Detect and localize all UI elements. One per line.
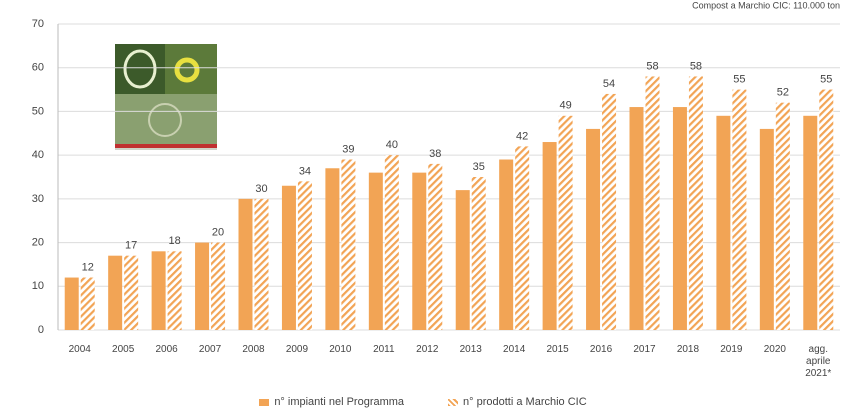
x-tick-label: 2018 (676, 344, 700, 355)
value-label: 20 (212, 226, 224, 238)
bar (759, 128, 774, 330)
bar (629, 107, 644, 330)
value-label: 39 (342, 143, 354, 155)
value-label: 18 (168, 235, 180, 247)
legend-label: n° impianti nel Programma (274, 396, 405, 408)
x-tick-label: 2019 (720, 344, 743, 355)
value-label: 34 (299, 165, 311, 177)
bar (775, 102, 790, 330)
value-label: 58 (646, 60, 658, 72)
bar (167, 251, 182, 330)
bar (672, 107, 687, 330)
x-tick-label: 2013 (459, 344, 482, 355)
bar (819, 89, 834, 330)
x-tick-label: agg. aprile 2021* (805, 344, 832, 379)
value-label: 17 (125, 240, 137, 252)
legend-label: n° prodotti a Marchio CIC (463, 396, 587, 408)
y-tick-label: 0 (38, 324, 44, 336)
bar (64, 277, 79, 330)
x-tick-label: 2016 (589, 344, 613, 355)
value-label: 30 (255, 183, 267, 195)
bar (499, 159, 514, 330)
y-tick-label: 30 (32, 193, 44, 205)
value-label: 38 (429, 148, 441, 160)
bar (558, 115, 573, 330)
bar (384, 155, 399, 330)
bar (803, 115, 818, 330)
y-tick-label: 10 (32, 280, 44, 292)
bar (238, 198, 253, 330)
x-tick-label: 2017 (633, 344, 656, 355)
bar (688, 76, 703, 330)
legend-swatch (448, 398, 459, 406)
bar (325, 168, 340, 330)
subtitle: Compost a Marchio CIC: 110.000 ton (692, 0, 840, 10)
value-label: 55 (820, 73, 832, 85)
value-label: 12 (82, 261, 94, 273)
value-label: 42 (516, 130, 528, 142)
legend-swatch (259, 398, 270, 406)
x-tick-label: 2008 (242, 344, 265, 355)
y-tick-label: 50 (32, 105, 44, 117)
bar (341, 159, 356, 330)
logo (115, 44, 217, 150)
value-label: 49 (559, 100, 571, 112)
legend-item: n° prodotti a Marchio CIC (448, 396, 587, 408)
legend-item: n° impianti nel Programma (259, 396, 404, 408)
value-label: 54 (603, 78, 615, 90)
bar (716, 115, 731, 330)
bar (124, 255, 139, 330)
bar (151, 251, 166, 330)
x-tick-label: 2004 (68, 344, 91, 355)
bar (455, 190, 470, 330)
value-label: 55 (733, 73, 745, 85)
x-tick-label: 2005 (112, 344, 135, 355)
bar (412, 172, 427, 330)
x-tick-label: 2009 (285, 344, 309, 355)
y-tick-label: 20 (32, 236, 44, 248)
bar (586, 128, 601, 330)
bar (368, 172, 383, 330)
x-tick-label: 2007 (198, 344, 222, 355)
x-tick-label: 2011 (373, 344, 395, 355)
bar (732, 89, 747, 330)
bar (297, 181, 312, 330)
bar (428, 163, 443, 330)
bar (515, 146, 530, 330)
x-tick-label: 2020 (763, 344, 786, 355)
value-label: 40 (386, 139, 398, 151)
bar (602, 93, 617, 330)
x-tick-label: 2006 (155, 344, 178, 355)
bar (281, 185, 296, 330)
bar (542, 142, 557, 330)
x-tick-label: 2010 (329, 344, 352, 355)
bar (471, 177, 486, 330)
y-tick-label: 40 (32, 149, 44, 161)
value-label: 52 (777, 87, 789, 99)
bar (108, 255, 123, 330)
bar (645, 76, 660, 330)
bar (211, 242, 226, 330)
value-label: 58 (690, 60, 702, 72)
y-tick-label: 70 (32, 18, 44, 30)
bar (80, 277, 95, 330)
x-tick-label: 2014 (503, 344, 526, 355)
x-tick-label: 2012 (416, 344, 439, 355)
legend: n° impianti nel Programma n° prodotti a M… (0, 396, 846, 408)
x-tick-label: 2015 (546, 344, 569, 355)
y-tick-label: 60 (32, 62, 44, 74)
bar (195, 242, 210, 330)
bar (254, 198, 269, 330)
value-label: 35 (473, 161, 485, 173)
